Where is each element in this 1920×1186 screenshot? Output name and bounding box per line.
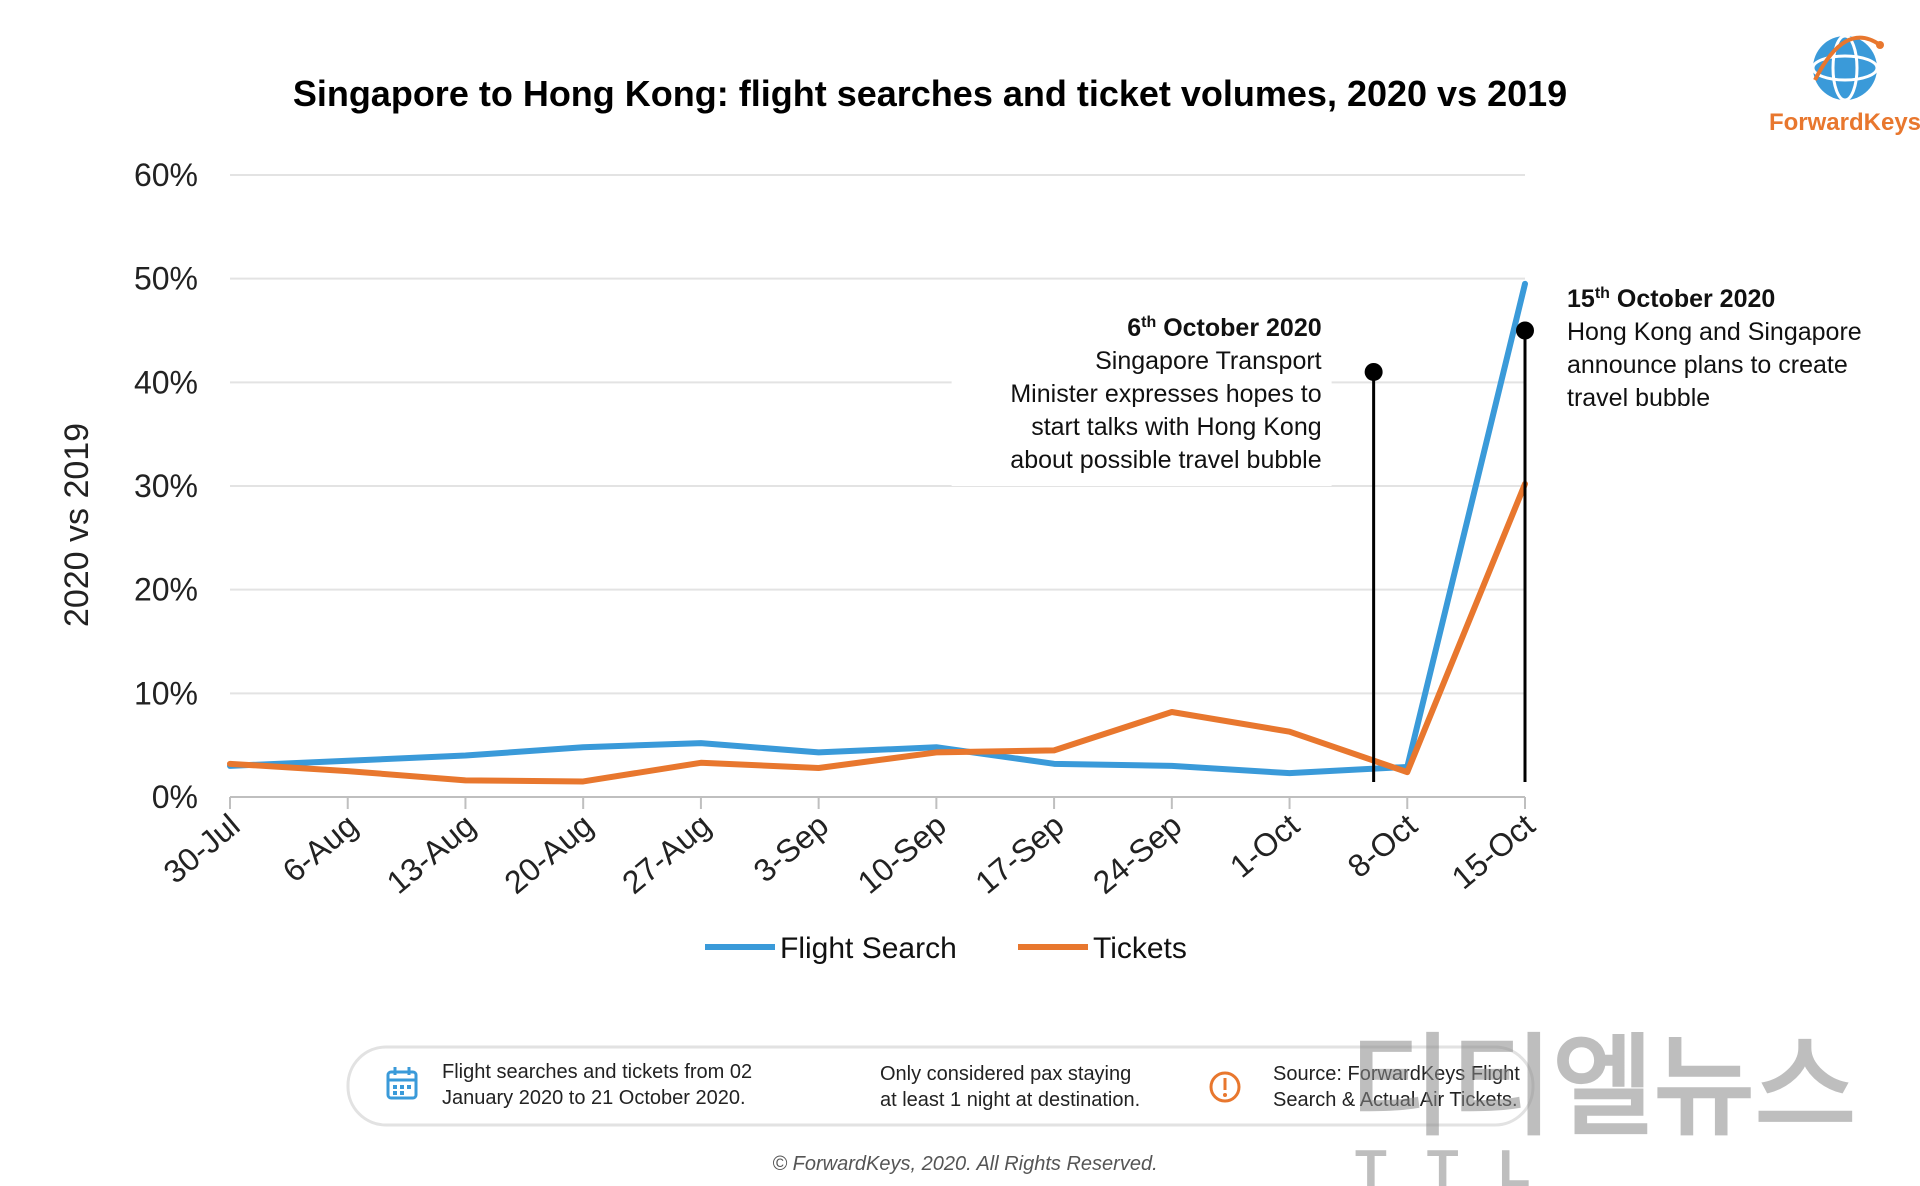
x-axis: 30-Jul 6-Aug 13-Aug 20-Aug 27-Aug 3-Sep 10-Sep… xyxy=(157,796,1542,901)
series-lines xyxy=(227,280,1528,785)
x-tick-label: 30-Jul xyxy=(157,807,247,891)
x-tick-label: 1-Oct xyxy=(1223,807,1306,885)
series-line-flight-search xyxy=(227,280,1528,777)
annotation-marker xyxy=(1364,362,1383,381)
svg-text:TTL: TTL xyxy=(1355,1140,1570,1186)
y-tick-label: 60% xyxy=(134,157,198,193)
annotation-text-line: travel bubble xyxy=(1567,384,1710,412)
x-tick-label: 6-Aug xyxy=(276,807,365,889)
annotation-marker xyxy=(1516,321,1534,340)
legend-label-tickets: Tickets xyxy=(1093,932,1187,965)
annotation-text-line: about possible travel bubble xyxy=(1010,446,1321,474)
x-tick-label: 20-Aug xyxy=(497,807,599,901)
annotation-text-line: Hong Kong and Singapore xyxy=(1567,318,1862,346)
x-tick-label: 13-Aug xyxy=(380,807,482,901)
copyright-text: © ForwardKeys, 2020. All Rights Reserved… xyxy=(772,1153,1157,1175)
forwardkeys-logo: ForwardKeys xyxy=(1769,34,1920,136)
y-tick-label: 20% xyxy=(134,572,198,608)
logo-text: ForwardKeys xyxy=(1769,109,1920,136)
footer-item-2-line-2: at least 1 night at destination. xyxy=(880,1089,1140,1111)
annotation-1: 6th October 2020 Singapore Transport Minis… xyxy=(951,306,1383,782)
annotation-background xyxy=(951,306,1332,486)
annotations: 6th October 2020 Singapore Transport Minis… xyxy=(951,285,1862,782)
annotation-text-line: Singapore Transport xyxy=(1095,347,1322,375)
annotation-title: 15th October 2020 xyxy=(1567,285,1775,313)
footer-item-3-line-1: Source: ForwardKeys Flight xyxy=(1273,1063,1520,1085)
chart-title: Singapore to Hong Kong: flight searches … xyxy=(293,73,1567,114)
x-tick-label: 17-Sep xyxy=(968,807,1070,901)
annotation-2: 15th October 2020 Hong Kong and Singapore… xyxy=(1516,285,1862,782)
x-tick-label: 27-Aug xyxy=(615,807,717,901)
warning-icon xyxy=(1209,1071,1241,1103)
x-tick-label: 10-Sep xyxy=(851,807,953,901)
x-tick-label: 24-Sep xyxy=(1086,807,1188,901)
x-tick-label: 15-Oct xyxy=(1445,807,1542,896)
svg-text:티티엘뉴스: 티티엘뉴스 xyxy=(1350,1026,1856,1149)
x-tick-label: 3-Sep xyxy=(747,807,836,889)
annotation-title: 6th October 2020 xyxy=(1127,314,1321,342)
footer-item-2-line-1: Only considered pax staying xyxy=(880,1063,1131,1085)
series-line-tickets xyxy=(227,480,1528,785)
y-ticks: 0% 10% 20% 30% 40% 50% 60% xyxy=(134,157,198,815)
calendar-icon xyxy=(386,1067,418,1100)
globe-icon xyxy=(1811,34,1884,102)
ttl-news-watermark: 티티엘뉴스 TTL xyxy=(1350,1026,1856,1186)
footer-item-1-line-1: Flight searches and tickets from 02 xyxy=(442,1061,752,1083)
y-tick-label: 40% xyxy=(134,364,198,400)
annotation-text-line: announce plans to create xyxy=(1567,351,1848,379)
footer-item-3-line-2: Search & Actual Air Tickets. xyxy=(1273,1089,1518,1111)
legend-label-flight-search: Flight Search xyxy=(780,932,957,965)
y-tick-label: 50% xyxy=(134,261,198,297)
legend: Flight Search Tickets xyxy=(705,932,1187,965)
y-tick-label: 0% xyxy=(152,779,198,815)
annotation-text-line: start talks with Hong Kong xyxy=(1031,413,1321,441)
y-axis-label: 2020 vs 2019 xyxy=(58,423,96,627)
moon-icon xyxy=(843,1068,868,1099)
footer-item-1-line-2: January 2020 to 21 October 2020. xyxy=(442,1087,746,1109)
annotation-text-line: Minister expresses hopes to xyxy=(1010,380,1321,408)
y-tick-label: 30% xyxy=(134,468,198,504)
x-tick-label: 8-Oct xyxy=(1341,807,1424,885)
footer-info-box: Flight searches and tickets from 02 Janu… xyxy=(346,1045,1535,1127)
y-tick-label: 10% xyxy=(134,675,198,711)
